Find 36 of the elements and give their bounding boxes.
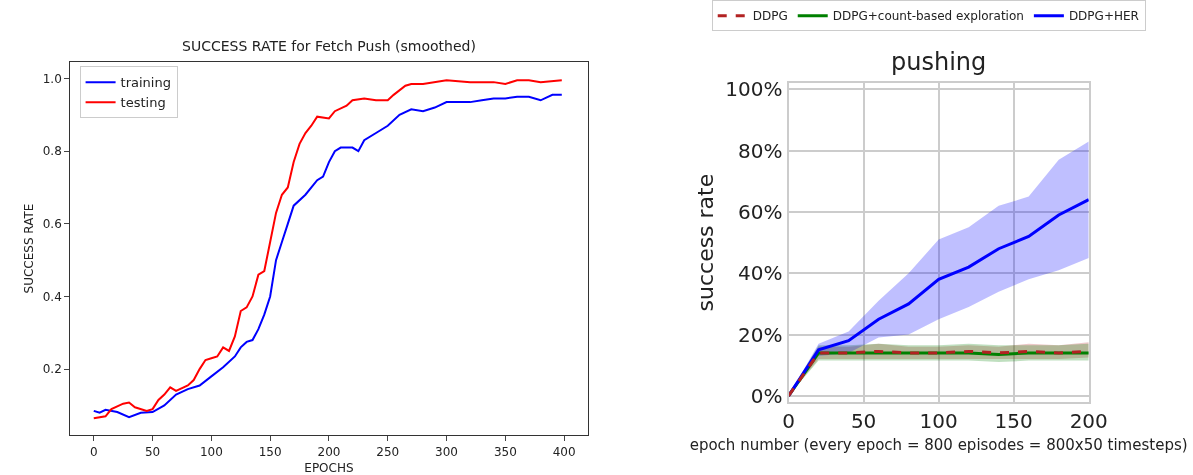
legend-label: DDPG+count-based exploration [832,9,1024,24]
x-axis-title: EPOCHS [304,461,354,475]
y-tick-label: 100% [725,77,783,102]
x-tick-label: 0 [89,444,98,459]
x-tick-label: 350 [493,444,517,459]
x-tick-label: 50 [850,408,877,433]
x-axis-title: epoch number (every epoch = 800 episodes = 800x50 timesteps) [689,436,1188,455]
x-tick-label: 150 [258,444,282,459]
y-tick-label: 1.0 [42,71,62,86]
y-tick-label: 0% [750,383,783,408]
x-tick-label: 150 [994,408,1033,433]
chart-title: SUCCESS RATE for Fetch Push (smoothed) [182,38,476,54]
y-tick-label: 0.4 [42,289,62,304]
y-axis-title: success rate [692,173,718,312]
x-tick-label: 400 [552,444,576,459]
x-tick-label: 100 [919,408,958,433]
x-tick-label: 200 [1069,408,1108,433]
x-tick-label: 250 [376,444,400,459]
y-tick-label: 20% [738,322,783,347]
y-tick-label: 40% [738,261,783,286]
y-tick-label: 0.8 [42,144,62,159]
x-tick-label: 50 [144,444,161,459]
x-tick-label: 200 [317,444,341,459]
legend-label: DDPG+HER [1068,9,1139,24]
x-tick-label: 0 [782,408,795,433]
legend-label: testing [120,95,166,111]
chart-title: pushing [891,48,987,76]
y-axis-title: SUCCESS RATE [22,203,37,294]
legend-label: training [120,75,171,91]
y-tick-label: 60% [738,199,783,224]
y-tick-label: 0.6 [42,217,62,232]
legend-label: DDPG [752,9,788,24]
x-tick-label: 300 [435,444,458,459]
x-tick-label: 100 [199,444,223,459]
y-tick-label: 80% [738,138,783,163]
y-tick-label: 0.2 [42,362,62,377]
